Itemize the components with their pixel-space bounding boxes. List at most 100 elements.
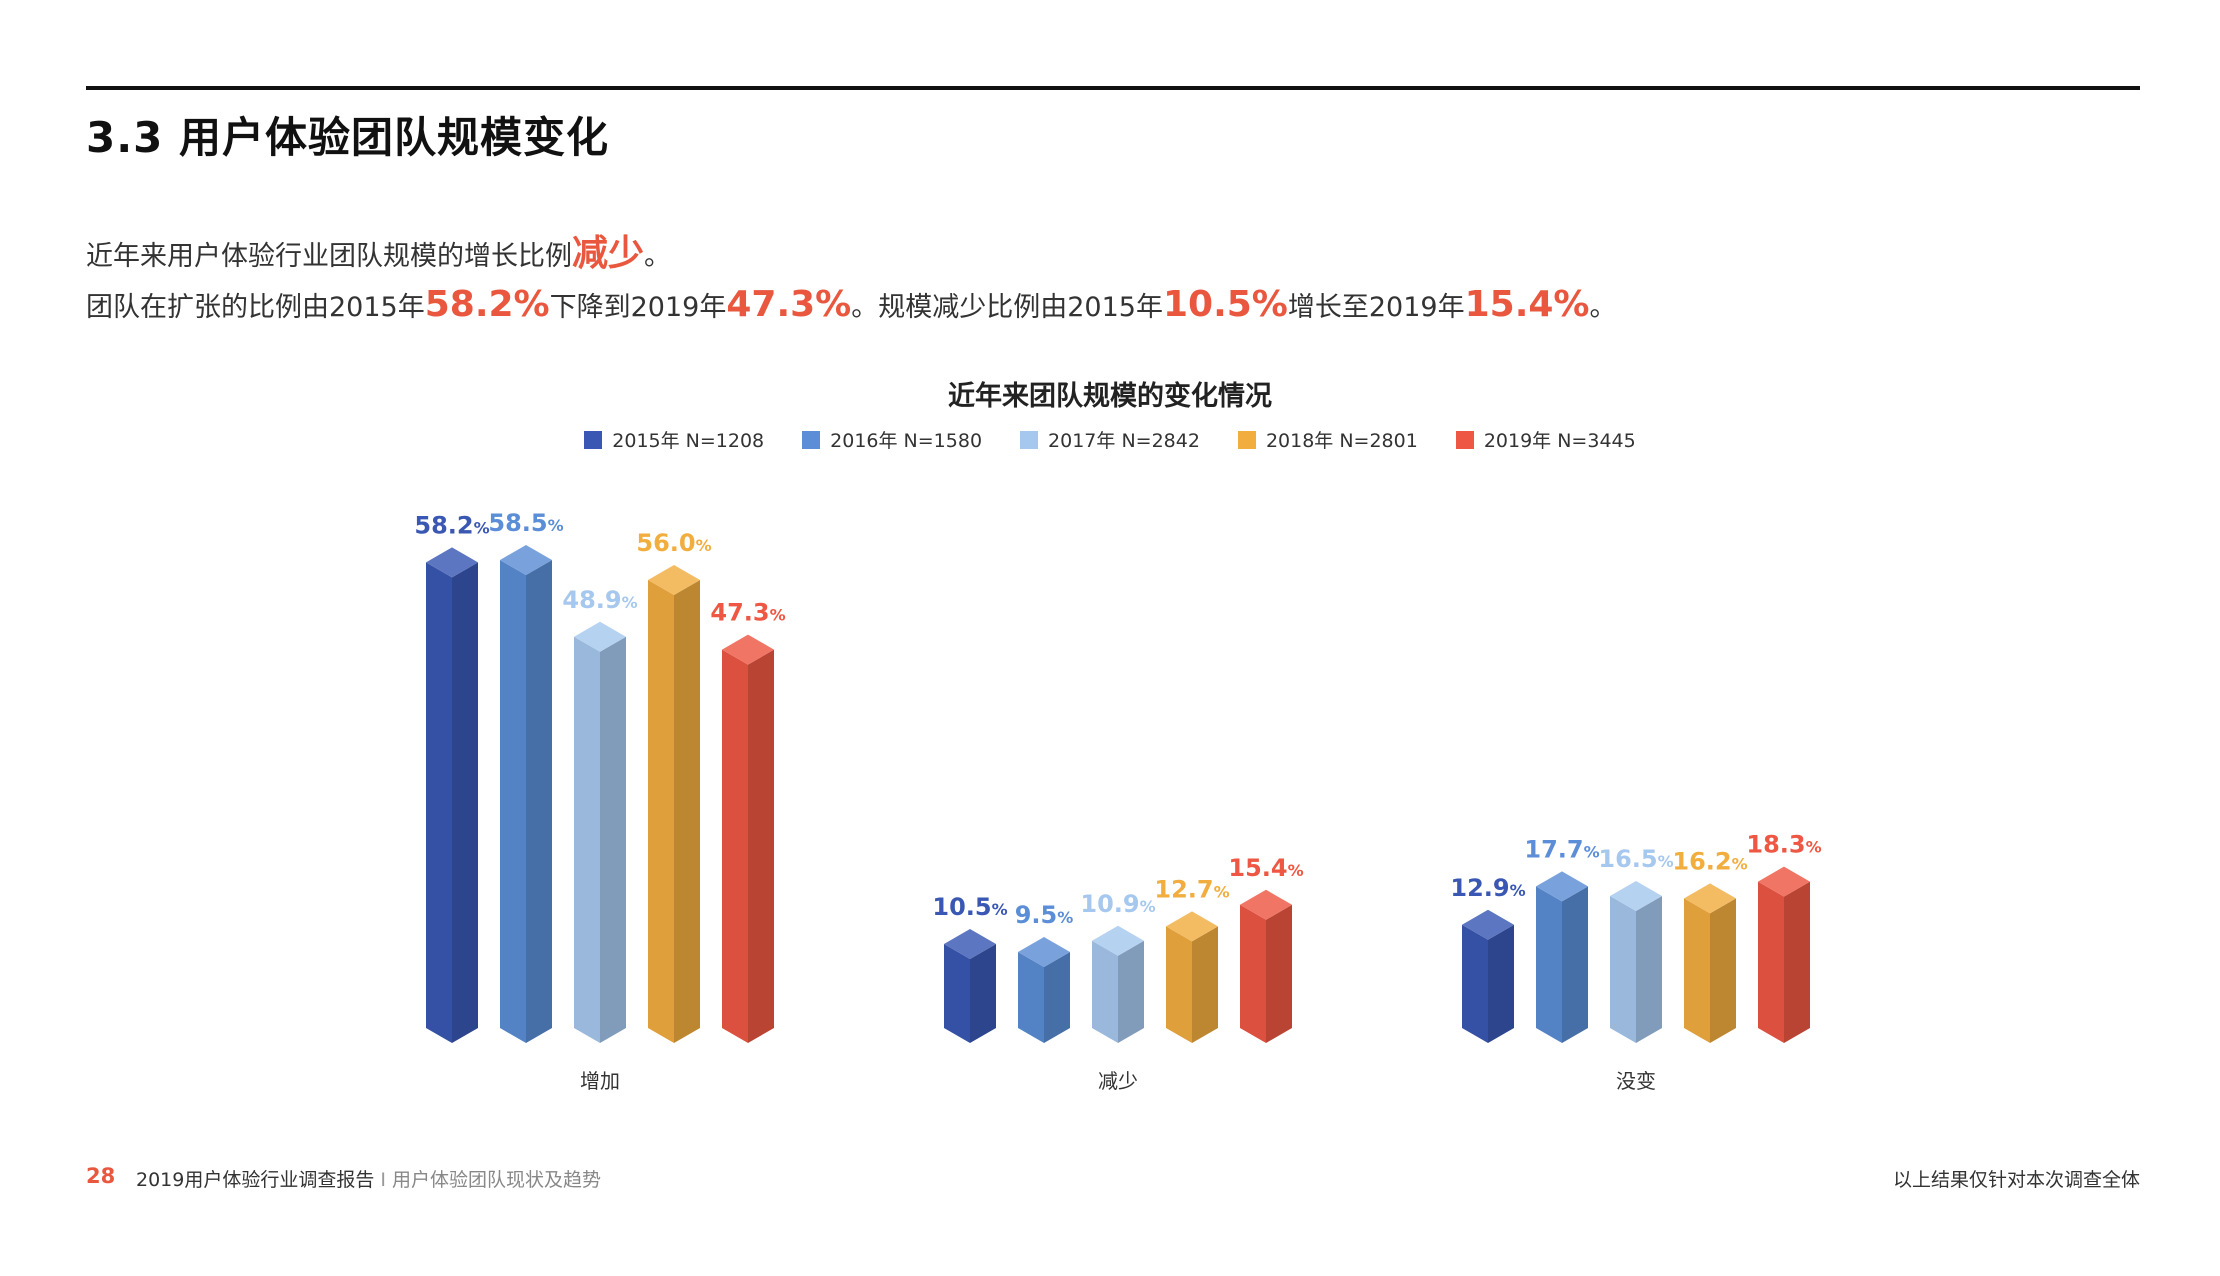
bar-group: 10.5% 9.5% 10.9%12.7%15.4%减少	[932, 854, 1303, 1093]
value-label: 47.3%	[710, 599, 785, 627]
section-title: 3.3 用户体验团队规模变化	[86, 113, 610, 162]
bar-group: 12.9%17.7%16.5%16.2%18.3%没变	[1450, 831, 1821, 1093]
bar-right-face	[1266, 904, 1292, 1043]
legend-swatch	[1020, 430, 1039, 449]
bar-right-face	[526, 560, 552, 1043]
footer-note: 以上结果仅针对本次调查全体	[1892, 1169, 2140, 1191]
legend-item: 2015年 N=1208	[584, 426, 764, 453]
legend-label: 2018年 N=2801	[1265, 430, 1418, 452]
summary-highlight: 58.2%	[424, 284, 550, 325]
summary-line-1: 近年来用户体验行业团队规模的增长比例减少。	[86, 230, 1617, 281]
summary-text-segment: 。规模减少比例由2015年	[851, 292, 1163, 323]
legend-swatch	[584, 430, 603, 449]
summary-text-segment: 下降到2019年	[549, 292, 727, 323]
bar	[426, 547, 478, 1043]
bar	[1462, 909, 1514, 1043]
value-label: 48.9%	[562, 586, 637, 614]
value-label: 17.7%	[1524, 835, 1599, 863]
bar-top-face	[574, 621, 626, 652]
bar-left-face	[1018, 952, 1044, 1043]
value-number: 17.7	[1524, 835, 1583, 863]
bar-right-face	[1044, 952, 1070, 1043]
bar-left-face	[1462, 924, 1488, 1043]
chart-title: 近年来团队规模的变化情况	[948, 381, 1272, 412]
value-number: 16.5	[1598, 845, 1657, 873]
bar	[1610, 881, 1662, 1043]
footer-chapter-name: 用户体验团队现状及趋势	[391, 1169, 601, 1191]
legend-swatch	[1455, 430, 1474, 449]
bar-right-face	[970, 944, 996, 1043]
summary-line-2: 团队在扩张的比例由2015年58.2%下降到2019年47.3%。规模减少比例由…	[86, 281, 1617, 332]
value-label: 58.5%	[488, 509, 563, 537]
value-number: 58.5	[488, 509, 547, 537]
bar	[1758, 866, 1810, 1043]
value-unit: %	[1288, 861, 1304, 880]
top-rule	[86, 86, 2140, 90]
value-unit: %	[696, 536, 712, 555]
bar-top-face	[1018, 937, 1070, 967]
summary-text-segment: 近年来用户体验行业团队规模的增长比例	[86, 241, 572, 272]
bar-top-face	[1462, 909, 1514, 940]
value-number: 10.5	[932, 893, 991, 921]
value-number: 15.4	[1228, 854, 1287, 882]
value-unit: %	[992, 900, 1008, 919]
value-unit: %	[1057, 908, 1073, 927]
summary-text-segment: 。	[1589, 292, 1617, 323]
category-label: 没变	[1616, 1069, 1656, 1093]
bar	[1018, 937, 1070, 1043]
value-label: 15.4%	[1228, 854, 1303, 882]
value-unit: %	[548, 516, 564, 535]
value-label: 58.2%	[414, 511, 489, 539]
summary-text-segment: 增长至2019年	[1287, 292, 1465, 323]
bar-top-face	[944, 929, 996, 959]
bar-left-face	[574, 636, 600, 1043]
legend-item: 2018年 N=2801	[1237, 426, 1418, 453]
bar	[722, 634, 774, 1043]
bar-top-face	[1166, 911, 1218, 942]
bar-left-face	[1166, 926, 1192, 1043]
bar-right-face	[1118, 940, 1144, 1043]
value-unit: %	[1510, 881, 1526, 900]
summary-text: 近年来用户体验行业团队规模的增长比例减少。 团队在扩张的比例由2015年58.2…	[86, 230, 1617, 332]
legend-label: 2015年 N=1208	[612, 430, 765, 452]
bar-top-face	[500, 545, 552, 575]
bar-left-face	[1536, 886, 1562, 1043]
value-unit: %	[1806, 838, 1822, 857]
value-unit: %	[1732, 854, 1748, 873]
bar-top-face	[1536, 871, 1588, 902]
legend-item: 2019年 N=3445	[1455, 426, 1636, 453]
value-label: 10.5%	[932, 893, 1007, 921]
bar-right-face	[674, 580, 700, 1043]
bar	[1166, 911, 1218, 1043]
value-unit: %	[770, 606, 786, 625]
footer-report-name: 2019用户体验行业调查报告	[136, 1169, 375, 1191]
bar-group: 58.2%58.5%48.9%56.0%47.3%增加	[414, 509, 785, 1093]
bar-right-face	[1710, 898, 1736, 1043]
legend-label: 2019年 N=3445	[1483, 430, 1636, 452]
bar-top-face	[1092, 925, 1144, 956]
legend-label: 2017年 N=2842	[1048, 430, 1200, 452]
chart-legend: 2015年 N=1208 2016年 N=1580 2017年 N=2842 2018…	[0, 426, 2220, 453]
bar-left-face	[944, 944, 970, 1043]
bar-left-face	[1240, 904, 1266, 1043]
bar	[648, 565, 700, 1043]
bar	[1092, 925, 1144, 1043]
value-number: 12.9	[1450, 874, 1509, 902]
legend-swatch	[1237, 430, 1256, 449]
bar-right-face	[1562, 886, 1588, 1043]
value-label: 12.7%	[1154, 875, 1229, 903]
bar-top-face	[426, 547, 478, 578]
value-number: 9.5	[1015, 901, 1058, 929]
value-number: 58.2	[414, 511, 473, 539]
value-label: 18.3%	[1746, 831, 1821, 859]
value-label: 10.9%	[1080, 890, 1155, 918]
bar-top-face	[648, 565, 700, 595]
value-label: 9.5%	[1015, 901, 1074, 929]
value-unit: %	[474, 518, 490, 537]
bar	[1536, 871, 1588, 1043]
summary-text-segment: 。	[644, 241, 672, 272]
legend-item: 2016年 N=1580	[802, 426, 982, 453]
bar-left-face	[1610, 896, 1636, 1043]
bar-left-face	[648, 580, 674, 1043]
